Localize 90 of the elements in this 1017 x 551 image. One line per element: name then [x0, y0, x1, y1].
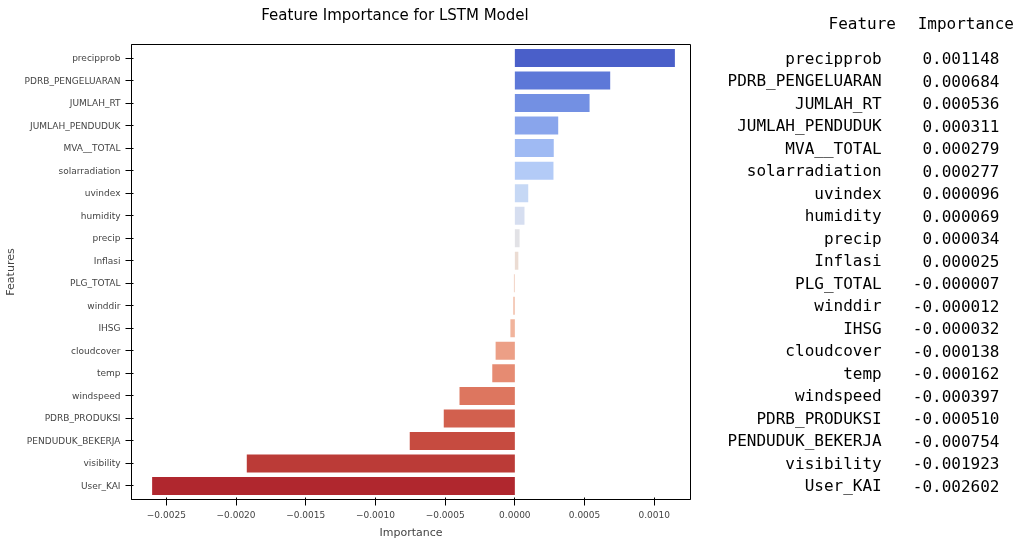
x-tick-label: 0.0005 — [568, 509, 601, 520]
x-tick-label: 0.0010 — [638, 509, 671, 520]
bar — [514, 94, 590, 113]
data-label: -0.000397 — [912, 386, 1000, 406]
y-tick-label: temp — [96, 368, 121, 379]
data-label: -0.001923 — [912, 454, 1000, 474]
category-label: humidity — [804, 206, 882, 226]
y-tick-label: precip — [92, 233, 121, 244]
category-label: PLG_TOTAL — [795, 273, 882, 293]
bar — [514, 139, 554, 158]
category-label: precipprob — [785, 48, 882, 68]
data-label: 0.000096 — [922, 184, 1000, 204]
bar — [514, 229, 520, 248]
x-tick-label: −0.0025 — [146, 509, 186, 520]
text: Importance — [917, 14, 1014, 33]
category-label: cloudcover — [785, 341, 882, 361]
bar — [459, 386, 515, 405]
x-tick-label: 0.0000 — [499, 509, 531, 520]
bar — [492, 364, 515, 383]
y-tick-label: PLG_TOTAL — [70, 278, 121, 289]
data-label: 0.000311 — [922, 116, 1000, 136]
bar — [152, 476, 515, 495]
y-tick-label: PDRB_PENGELUARAN — [24, 75, 121, 86]
y-tick-label: solarradiation — [58, 165, 121, 176]
bar — [514, 49, 675, 68]
data-label: 0.000536 — [922, 94, 1000, 114]
x-tick-label: −0.0015 — [286, 509, 326, 520]
category-label: PDRB_PENGELUARAN — [727, 71, 882, 91]
data-label: -0.000007 — [912, 274, 1000, 294]
category-label: PDRB_PRODUKSI — [756, 408, 882, 428]
data-label: -0.000754 — [912, 431, 1000, 451]
bar — [514, 71, 611, 90]
y-tick-label: uvindex — [84, 188, 122, 199]
data-label: -0.000162 — [912, 364, 1000, 384]
y-tick-label: humidity — [80, 210, 122, 221]
bar — [514, 206, 525, 225]
bar — [409, 431, 515, 450]
category-label: User_KAI — [804, 476, 882, 496]
y-tick-label: winddir — [87, 300, 121, 311]
category-label: MVA__TOTAL — [785, 138, 882, 158]
y-tick-label: precipprob — [72, 53, 121, 64]
category-label: visibility — [785, 453, 882, 473]
bar — [495, 341, 515, 360]
data-label: 0.000025 — [922, 251, 1000, 271]
category-label: JUMLAH_PENDUDUK — [737, 116, 882, 136]
category-label: windspeed — [795, 386, 882, 406]
data-label: 0.000069 — [922, 206, 1000, 226]
y-tick-label: JUMLAH_PENDUDUK — [29, 120, 122, 131]
category-label: PENDUDUK_BEKERJA — [727, 431, 882, 451]
data-label: 0.000684 — [922, 71, 1000, 91]
data-label: 0.000034 — [922, 229, 1000, 249]
bar — [443, 409, 515, 428]
x-tick-label: −0.0020 — [216, 509, 256, 520]
bar — [514, 161, 554, 180]
y-tick-label: Inflasi — [93, 255, 121, 266]
y-tick-label: PDRB_PRODUKSI — [44, 413, 121, 424]
category-label: temp — [843, 363, 882, 383]
category-label: solarradiation — [746, 161, 882, 181]
x-tick-label: −0.0005 — [425, 509, 465, 520]
category-label: IHSG — [843, 318, 882, 338]
y-tick-label: JUMLAH_RT — [68, 98, 121, 109]
bar — [246, 454, 515, 473]
y-tick-label: windspeed — [72, 390, 121, 401]
y-tick-label: cloudcover — [71, 345, 121, 356]
data-label: 0.000277 — [922, 161, 1000, 181]
x-axis-title: Importance — [379, 525, 443, 539]
category-label: Inflasi — [814, 251, 882, 271]
bar — [514, 116, 559, 135]
chart-title: Feature Importance for LSTM Model — [260, 5, 530, 26]
data-label: 0.000279 — [922, 139, 1000, 159]
data-label: -0.000510 — [912, 409, 1000, 429]
y-tick-label: PENDUDUK_BEKERJA — [26, 435, 122, 446]
bar — [510, 319, 515, 338]
data-label: -0.000012 — [912, 296, 1000, 316]
category-label: uvindex — [814, 183, 882, 203]
data-label: -0.000032 — [912, 319, 1000, 339]
data-label: 0.001148 — [922, 49, 1000, 69]
y-tick-label: IHSG — [98, 323, 121, 334]
data-label: -0.000138 — [912, 341, 1000, 361]
category-label: precip — [823, 228, 882, 248]
y-tick-label: visibility — [83, 458, 122, 469]
category-label: winddir — [814, 296, 882, 316]
y-tick-label: MVA__TOTAL — [63, 143, 121, 154]
data-label: -0.002602 — [912, 476, 1000, 496]
text: Feature — [827, 13, 896, 35]
y-tick-label: User_KAI — [80, 480, 121, 491]
bar — [514, 184, 529, 203]
x-tick-label: −0.0010 — [355, 509, 396, 520]
y-axis-title: Features — [3, 248, 17, 296]
category-label: JUMLAH_RT — [795, 93, 882, 113]
